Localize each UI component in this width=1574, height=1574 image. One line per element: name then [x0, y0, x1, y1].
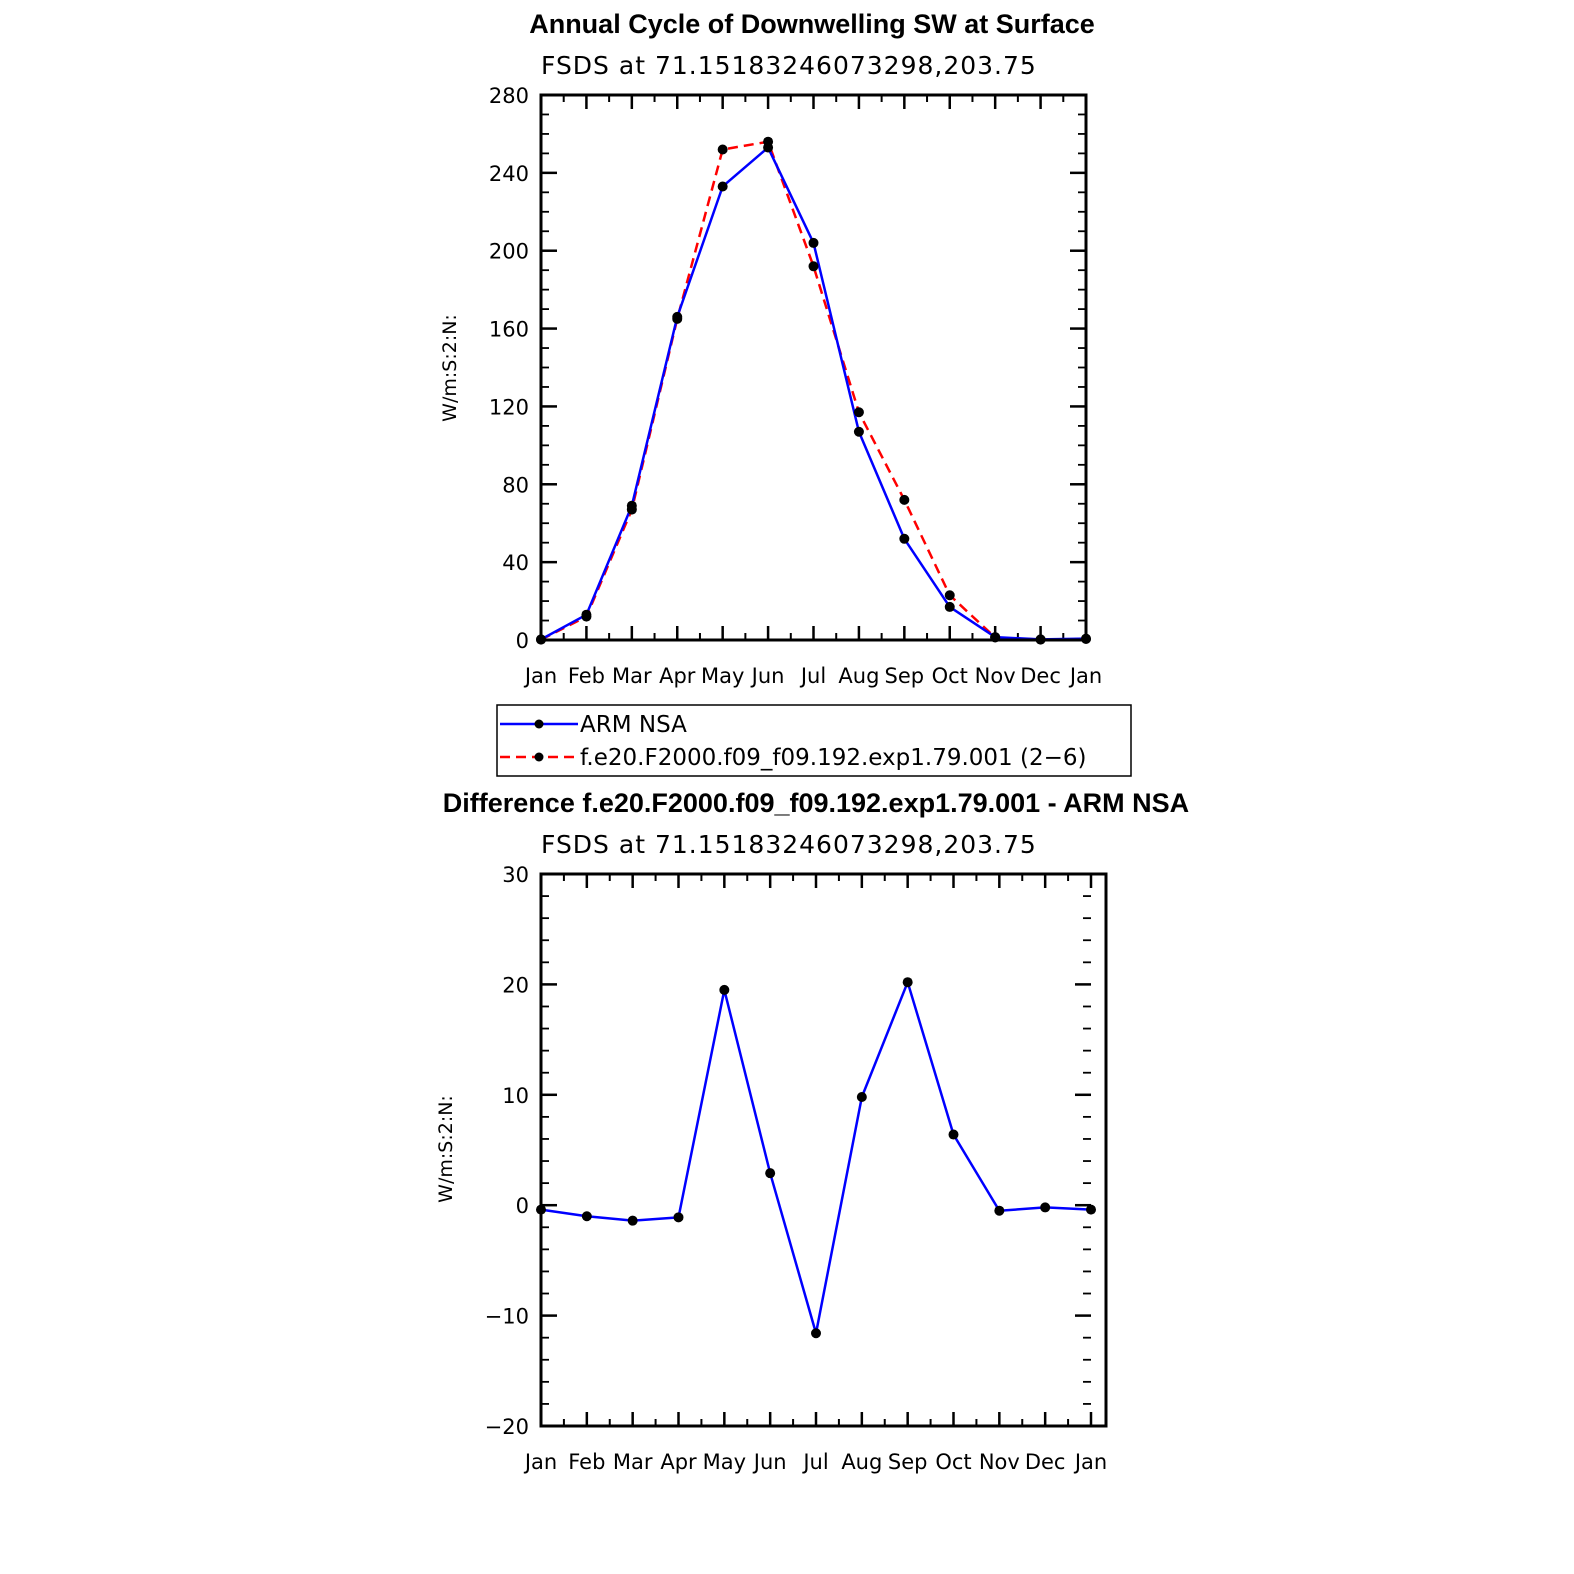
x-tick-label: May	[703, 1450, 746, 1474]
top-chart-tick-labels: Jan Feb Mar Apr May Jun Jul Aug Sep Oct Nov Dec Jan 0…	[489, 84, 1102, 688]
x-tick-label: Oct	[932, 664, 968, 688]
y-tick-label: 200	[489, 240, 529, 264]
x-tick-label: Sep	[888, 1450, 928, 1474]
bottom-chart-ylabel: W/m:S:2:N:	[435, 1095, 457, 1203]
x-tick-label: May	[701, 664, 744, 688]
bottom-chart-tick-labels: Jan Feb Mar Apr May Jun Jul Aug Sep Oct Nov Dec Jan −…	[485, 863, 1108, 1474]
x-tick-label: Sep	[885, 664, 925, 688]
x-tick-label: Jun	[750, 664, 785, 688]
y-tick-label: 120	[489, 395, 529, 419]
y-tick-label: 0	[516, 629, 529, 653]
x-tick-label: Jan	[1068, 664, 1102, 688]
series-line-obs	[540, 146, 1087, 641]
data-point	[853, 407, 864, 418]
data-point	[765, 1168, 776, 1179]
x-tick-label: Mar	[612, 664, 652, 688]
bottom-chart-title: Difference f.e20.F2000.f09_f09.192.exp1.…	[443, 788, 1189, 818]
legend-marker-arm-nsa	[534, 719, 544, 729]
x-tick-label: Nov	[975, 664, 1016, 688]
legend-box	[496, 704, 1132, 777]
x-tick-label: Aug	[838, 664, 879, 688]
data-point	[763, 142, 774, 153]
data-point	[627, 1215, 638, 1226]
y-tick-label: −10	[485, 1305, 529, 1329]
y-tick-label: 80	[502, 473, 529, 497]
data-point	[853, 426, 864, 437]
series-line-obs	[540, 980, 1092, 1335]
x-tick-label: Jul	[801, 1450, 828, 1474]
y-tick-label: 40	[502, 551, 529, 575]
data-point	[856, 1092, 867, 1103]
x-tick-label: Jul	[799, 664, 826, 688]
data-point	[811, 1328, 821, 1339]
x-tick-label: Dec	[1020, 664, 1061, 688]
x-tick-label: Apr	[660, 1450, 697, 1474]
top-chart-series	[536, 136, 1091, 645]
bottom-chart-frame	[539, 872, 1108, 1428]
x-tick-label: Feb	[568, 1450, 605, 1474]
x-tick-label: Jan	[523, 664, 557, 688]
y-tick-label: −20	[485, 1415, 529, 1439]
x-tick-label: Aug	[841, 1450, 882, 1474]
bottom-chart-subtitle: FSDS at 71.15183246073298,203.75	[541, 830, 1037, 859]
data-point	[672, 311, 683, 322]
bottom-chart-series	[536, 977, 1096, 1339]
data-point	[673, 1212, 684, 1223]
x-tick-label: Oct	[935, 1450, 971, 1474]
bottom-chart-ticks	[539, 872, 1093, 1428]
top-chart: Annual Cycle of Downwelling SW at Surfac…	[439, 9, 1102, 688]
top-chart-subtitle: FSDS at 71.15183246073298,203.75	[541, 51, 1037, 80]
data-point	[717, 181, 728, 192]
x-tick-label: Jan	[1073, 1450, 1107, 1474]
legend-label-arm-nsa: ARM NSA	[580, 712, 687, 738]
legend-marker-model	[534, 752, 544, 762]
data-point	[719, 984, 730, 995]
data-point	[899, 494, 910, 505]
x-tick-label: Jun	[752, 1450, 787, 1474]
x-tick-label: Feb	[568, 664, 605, 688]
x-tick-label: Apr	[659, 664, 696, 688]
y-tick-label: 0	[516, 1194, 529, 1218]
data-point	[994, 1205, 1005, 1216]
data-point	[808, 261, 819, 272]
y-tick-label: 280	[489, 84, 529, 108]
bottom-chart: Difference f.e20.F2000.f09_f09.192.exp1.…	[435, 788, 1189, 1474]
data-point	[626, 500, 637, 511]
data-point	[581, 609, 592, 620]
legend-label-model: f.e20.F2000.f09_f09.192.exp1.79.001 (2−6…	[580, 745, 1086, 771]
data-point	[948, 1129, 959, 1140]
data-point	[808, 237, 819, 248]
data-point	[581, 1211, 592, 1222]
data-point	[899, 533, 910, 544]
x-tick-label: Jan	[523, 1450, 557, 1474]
x-tick-label: Mar	[613, 1450, 653, 1474]
top-chart-ylabel: W/m:S:2:N:	[439, 314, 461, 422]
data-point	[902, 977, 913, 988]
data-point	[717, 144, 728, 155]
data-point	[944, 601, 955, 612]
series-line-model	[540, 140, 1087, 641]
data-point	[1040, 1202, 1051, 1213]
top-chart-ticks	[539, 93, 1088, 642]
top-chart-frame	[539, 93, 1088, 642]
y-tick-label: 30	[502, 863, 529, 887]
x-tick-label: Nov	[979, 1450, 1020, 1474]
data-point	[944, 590, 955, 601]
y-tick-label: 240	[489, 162, 529, 186]
data-point	[1086, 1204, 1096, 1215]
y-tick-label: 160	[489, 318, 529, 342]
top-chart-title: Annual Cycle of Downwelling SW at Surfac…	[529, 9, 1095, 39]
y-tick-label: 10	[502, 1084, 529, 1108]
x-tick-label: Dec	[1025, 1450, 1066, 1474]
y-tick-label: 20	[502, 973, 529, 997]
legend: ARM NSA f.e20.F2000.f09_f09.192.exp1.79.…	[496, 704, 1132, 777]
